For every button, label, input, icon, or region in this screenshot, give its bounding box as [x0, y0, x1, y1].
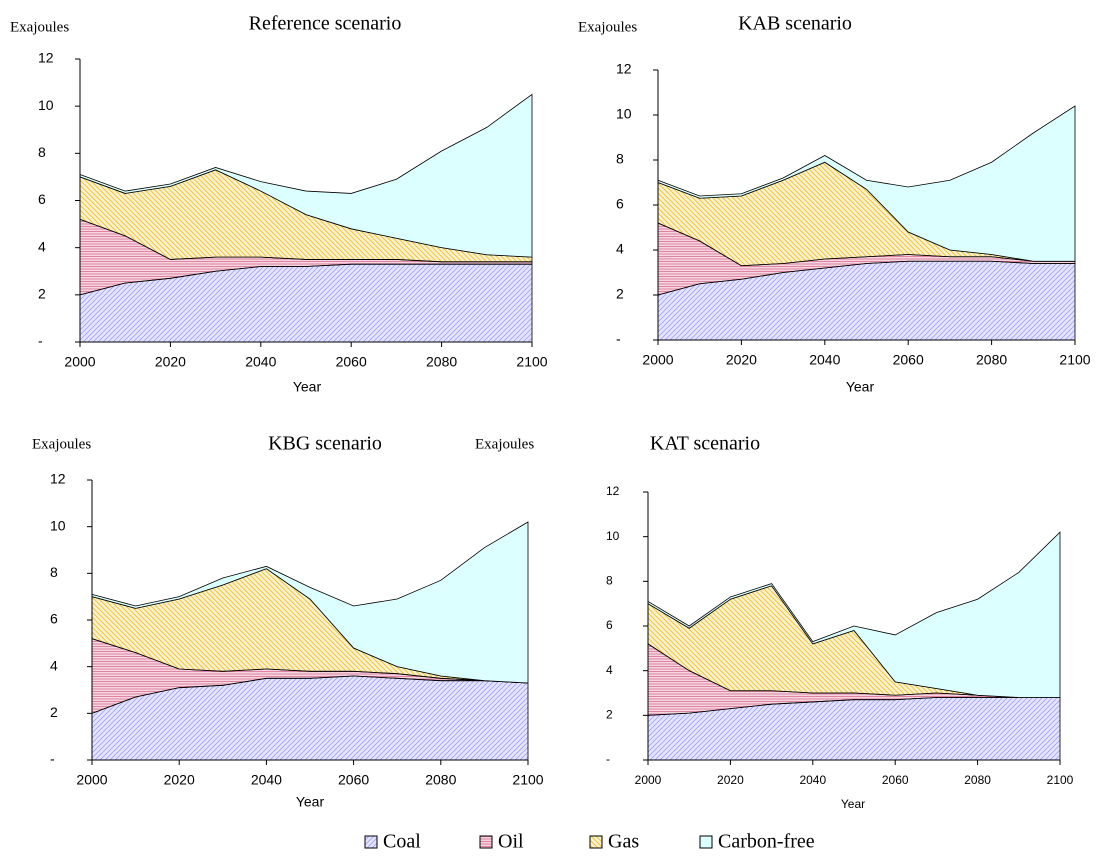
- legend-label: Oil: [498, 831, 524, 853]
- x-tick-label: 2060: [882, 773, 909, 787]
- y-tick-label: 6: [616, 196, 624, 212]
- y-tick-label: 6: [50, 611, 58, 627]
- y-tick-label: 10: [616, 106, 632, 122]
- y-tick-label: 10: [38, 97, 54, 113]
- y-tick-label: 12: [38, 50, 54, 66]
- x-axis-label: Year: [846, 379, 875, 395]
- x-tick-label: 2080: [964, 773, 991, 787]
- y-tick-label: 6: [606, 618, 613, 632]
- y-tick-label: 8: [50, 564, 58, 580]
- x-tick-label: 2000: [64, 354, 95, 370]
- x-tick-label: 2020: [155, 354, 186, 370]
- y-tick-label: 2: [38, 286, 46, 302]
- x-tick-label: 2040: [799, 773, 826, 787]
- x-tick-label: 2020: [164, 772, 195, 788]
- y-tick-label: 12: [50, 471, 66, 487]
- chart-title: KAT scenario: [650, 433, 760, 455]
- x-tick-label: 2020: [717, 773, 744, 787]
- y-tick-label: 4: [616, 241, 624, 257]
- y-tick-label: 4: [50, 657, 58, 673]
- x-tick-label: 2000: [76, 772, 107, 788]
- x-tick-label: 2040: [245, 354, 276, 370]
- y-axis-label: Exajoules: [32, 436, 91, 452]
- x-tick-label: 2060: [338, 772, 369, 788]
- legend-swatch: [479, 835, 493, 849]
- x-tick-label: 2080: [426, 354, 457, 370]
- y-tick-label: 10: [50, 517, 66, 533]
- legend-label: Gas: [608, 831, 639, 853]
- x-tick-label: 2100: [512, 772, 543, 788]
- y-tick-label: 4: [38, 238, 46, 254]
- x-tick-label: 2100: [1047, 773, 1074, 787]
- area-carbon-free: [647, 531, 1061, 698]
- legend-label: Coal: [383, 831, 421, 853]
- y-tick-label: 2: [616, 286, 624, 302]
- y-axis-label: Exajoules: [10, 19, 69, 35]
- x-tick-label: 2080: [976, 352, 1007, 368]
- y-tick-label: 8: [38, 144, 46, 160]
- x-tick-label: 2000: [635, 773, 662, 787]
- area-carbon-free: [91, 521, 529, 684]
- x-tick-label: 2100: [516, 354, 547, 370]
- y-tick-label: 8: [606, 574, 613, 588]
- chart-title: Reference scenario: [249, 13, 402, 35]
- x-tick-label: 2020: [726, 352, 757, 368]
- x-tick-label: 2080: [425, 772, 456, 788]
- y-axis-label: Exajoules: [578, 19, 637, 35]
- legend-label: Carbon-free: [718, 831, 815, 853]
- y-tick-label: 4: [606, 663, 613, 677]
- x-axis-label: Year: [841, 797, 865, 811]
- legend-swatch: [589, 835, 603, 849]
- legend-swatch: [699, 835, 713, 849]
- y-tick-label: -: [616, 331, 621, 347]
- y-tick-label: 12: [616, 61, 632, 77]
- x-tick-label: 2000: [642, 352, 673, 368]
- area-carbon-free: [657, 105, 1076, 262]
- y-tick-label: 10: [606, 529, 620, 543]
- y-tick-label: -: [606, 752, 610, 766]
- x-axis-label: Year: [293, 379, 322, 395]
- x-axis-label: Year: [296, 794, 325, 810]
- x-tick-label: 2060: [336, 354, 367, 370]
- x-tick-label: 2040: [251, 772, 282, 788]
- y-tick-label: 12: [606, 484, 620, 498]
- y-tick-label: 6: [38, 191, 46, 207]
- x-tick-label: 2100: [1059, 352, 1090, 368]
- legend-swatch: [364, 835, 378, 849]
- y-tick-label: 2: [50, 704, 58, 720]
- y-axis-label: Exajoules: [475, 436, 534, 452]
- y-tick-label: -: [50, 751, 55, 767]
- y-tick-label: -: [38, 333, 43, 349]
- chart-title: KBG scenario: [268, 433, 382, 455]
- area-carbon-free: [79, 93, 533, 258]
- x-tick-label: 2040: [809, 352, 840, 368]
- chart-title: KAB scenario: [738, 13, 852, 35]
- y-tick-label: 2: [606, 708, 613, 722]
- y-tick-label: 8: [616, 151, 624, 167]
- x-tick-label: 2060: [893, 352, 924, 368]
